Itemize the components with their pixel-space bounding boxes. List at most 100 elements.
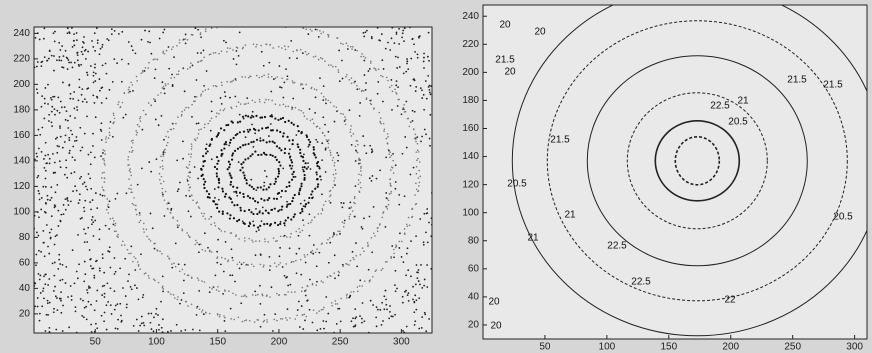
ring-dot (273, 319, 275, 321)
noise-dot (38, 129, 40, 131)
ring-dot (387, 198, 389, 200)
ring-dot (303, 179, 305, 181)
noise-dot (70, 200, 72, 202)
ring-dot (350, 129, 352, 131)
noise-dot (93, 75, 95, 77)
ring-dot (179, 271, 181, 273)
ring-dot (104, 164, 106, 166)
ring-dot (185, 38, 187, 40)
ring-dot (132, 150, 134, 152)
noise-dot (134, 284, 136, 286)
ring-dot (285, 190, 287, 192)
noise-dot (45, 202, 47, 204)
ring-dot (337, 230, 339, 232)
ring-dot (292, 80, 294, 82)
noise-dot (402, 330, 404, 332)
noise-dot (159, 38, 161, 40)
noise-dot (310, 168, 312, 170)
ring-dot (335, 303, 337, 305)
ring-dot (311, 30, 313, 32)
ring-dot (387, 80, 389, 82)
noise-dot (41, 151, 43, 153)
ring-dot (343, 222, 345, 224)
noise-dot (209, 291, 211, 293)
noise-dot (70, 93, 72, 95)
noise-dot (305, 295, 307, 297)
ring-dot (346, 74, 348, 76)
ring-dot (188, 172, 190, 174)
noise-dot (114, 309, 116, 311)
noise-dot (349, 201, 351, 203)
noise-dot (63, 213, 65, 215)
ring-dot (150, 105, 152, 107)
ring-dot (148, 238, 150, 240)
ring-dot (210, 224, 212, 226)
noise-dot (424, 312, 426, 314)
ring-dot (240, 163, 242, 165)
noise-dot (285, 68, 287, 70)
noise-dot (264, 170, 266, 172)
noise-dot (114, 30, 116, 32)
noise-dot (62, 147, 64, 149)
ring-dot (204, 127, 206, 129)
noise-dot (43, 118, 45, 120)
noise-dot (283, 82, 285, 84)
ring-dot (218, 228, 220, 230)
noise-dot (406, 326, 408, 328)
noise-dot (43, 287, 45, 289)
ring-dot (287, 291, 289, 293)
ring-dot (267, 199, 269, 201)
ring-dot (223, 143, 225, 145)
noise-dot (93, 277, 95, 279)
ring-dot (200, 32, 202, 34)
noise-dot (259, 285, 261, 287)
ring-dot (281, 77, 283, 79)
ring-dot (416, 188, 418, 190)
noise-dot (361, 322, 363, 324)
ring-dot (227, 261, 229, 263)
ring-dot (307, 254, 309, 256)
noise-dot (402, 32, 404, 34)
ring-dot (367, 244, 369, 246)
noise-dot (158, 124, 160, 126)
noise-dot (101, 46, 103, 48)
noise-dot (76, 190, 78, 192)
ring-dot (163, 50, 165, 52)
noise-dot (413, 311, 415, 313)
ring-dot (221, 50, 223, 52)
noise-dot (53, 55, 55, 57)
noise-dot (233, 58, 235, 60)
noise-dot (84, 200, 86, 202)
ring-dot (293, 171, 295, 173)
noise-dot (309, 108, 311, 110)
noise-dot (55, 138, 57, 140)
noise-dot (395, 270, 397, 272)
noise-dot (53, 275, 55, 277)
ring-dot (316, 178, 318, 180)
noise-dot (239, 268, 241, 270)
x-tick-label: 100 (148, 337, 165, 348)
noise-dot (86, 116, 88, 118)
ring-dot (209, 287, 211, 289)
noise-dot (94, 309, 96, 311)
noise-dot (56, 137, 58, 139)
noise-dot (322, 320, 324, 322)
noise-dot (114, 273, 116, 275)
ring-dot (218, 290, 220, 292)
ring-dot (313, 123, 315, 125)
noise-dot (87, 51, 89, 53)
ring-dot (306, 285, 308, 287)
noise-dot (396, 80, 398, 82)
noise-dot (53, 308, 55, 310)
ring-dot (276, 198, 278, 200)
ring-dot (162, 165, 164, 167)
ring-dot (329, 196, 331, 198)
ring-dot (242, 161, 244, 163)
noise-dot (323, 85, 325, 87)
ring-dot (160, 156, 162, 158)
noise-dot (67, 200, 69, 202)
ring-dot (333, 174, 335, 176)
y-tick-label: 120 (13, 181, 30, 192)
ring-dot (198, 206, 200, 208)
ring-dot (360, 254, 362, 256)
